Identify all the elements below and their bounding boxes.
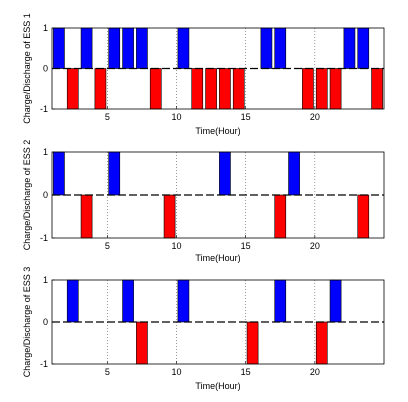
x-tick-label: 15 <box>241 241 251 251</box>
bar <box>108 151 121 196</box>
y-tick-label: 0 <box>43 317 48 327</box>
bar <box>163 194 176 239</box>
y-tick-label: 1 <box>43 23 48 33</box>
y-axis-label: Charge/Discharge of ESS 2 <box>22 140 32 251</box>
bar <box>53 27 65 69</box>
bar <box>274 27 287 69</box>
bar <box>80 27 93 69</box>
panel-1: 5 10 15 20 -1 0 1 Time(Hour) Charge/Discharge of… <box>22 13 385 136</box>
bar <box>66 68 79 110</box>
y-tick-label: -1 <box>40 233 48 243</box>
bar <box>108 27 121 69</box>
bar <box>122 279 134 323</box>
bar <box>219 68 231 110</box>
x-tick-label: 15 <box>241 367 251 377</box>
x-tick-label: 15 <box>241 112 251 122</box>
bar <box>136 27 148 69</box>
bar <box>122 27 134 69</box>
y-tick-label: -1 <box>40 359 48 369</box>
bar <box>371 68 383 110</box>
bar <box>357 27 370 69</box>
x-tick-label: 10 <box>171 241 181 251</box>
bar <box>274 279 287 323</box>
x-tick-label: 10 <box>171 112 181 122</box>
bar <box>53 151 65 196</box>
bar <box>191 68 204 110</box>
x-tick-label: 5 <box>105 367 110 377</box>
x-tick-label: 20 <box>310 241 320 251</box>
y-axis-label: Charge/Discharge of ESS 1 <box>22 13 32 124</box>
bar <box>315 321 328 365</box>
bar <box>149 68 162 110</box>
bar <box>94 68 107 110</box>
x-tick-label: 20 <box>310 112 320 122</box>
bar <box>205 68 217 110</box>
bar <box>260 27 273 69</box>
bar <box>136 321 148 365</box>
y-axis-label: Charge/Discharge of ESS 3 <box>22 267 32 378</box>
bar <box>66 279 79 323</box>
x-axis-label: Time(Hour) <box>195 253 240 263</box>
bar <box>343 27 356 69</box>
bar <box>219 151 231 196</box>
y-tick-label: 0 <box>43 190 48 200</box>
bar <box>274 194 287 239</box>
bar <box>302 68 314 110</box>
x-tick-label: 10 <box>171 367 181 377</box>
panel-3: 5 10 15 20 -1 0 1 Time(Hour) Charge/Discharge of… <box>22 267 385 391</box>
bar <box>177 27 190 69</box>
panel-2: 5 10 15 20 -1 0 1 Time(Hour) Charge/Discharge of… <box>22 140 385 263</box>
bar <box>177 279 190 323</box>
bar <box>357 194 370 239</box>
y-tick-label: 1 <box>43 147 48 157</box>
bar <box>315 68 328 110</box>
bar <box>80 194 93 239</box>
x-tick-label: 20 <box>310 367 320 377</box>
bar <box>246 321 259 365</box>
y-tick-label: -1 <box>40 104 48 114</box>
bar <box>329 68 342 110</box>
x-tick-label: 5 <box>105 112 110 122</box>
bar <box>329 279 342 323</box>
x-axis-label: Time(Hour) <box>195 381 240 391</box>
x-axis-label: Time(Hour) <box>195 126 240 136</box>
x-tick-label: 5 <box>105 241 110 251</box>
y-tick-label: 1 <box>43 275 48 285</box>
y-tick-label: 0 <box>43 64 48 74</box>
bar <box>288 151 300 196</box>
bar <box>232 68 245 110</box>
